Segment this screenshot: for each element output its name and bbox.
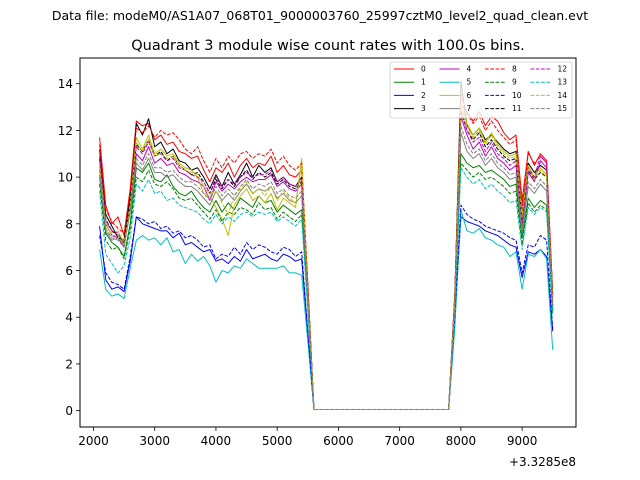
series-line-15 [99, 125, 554, 410]
series-layer [99, 80, 554, 410]
legend-label-10: 10 [512, 91, 522, 100]
y-tick-label: 4 [65, 311, 73, 325]
x-tick-label: 7000 [384, 434, 415, 448]
y-tick-label: 2 [65, 357, 73, 371]
y-tick-label: 6 [65, 264, 73, 278]
legend-label-0: 0 [421, 65, 426, 74]
y-tick-label: 0 [65, 404, 73, 418]
y-tick-label: 8 [65, 217, 73, 231]
x-tick-label: 3000 [139, 434, 170, 448]
legend-label-6: 6 [467, 91, 472, 100]
legend-label-2: 2 [421, 91, 426, 100]
x-tick-label: 6000 [323, 434, 354, 448]
series-line-12 [99, 108, 554, 410]
legend-label-15: 15 [558, 104, 568, 113]
x-tick-label: 4000 [201, 434, 232, 448]
legend-label-4: 4 [467, 65, 472, 74]
legend-label-8: 8 [512, 65, 517, 74]
x-tick-label: 2000 [78, 434, 109, 448]
chart-title: Quadrant 3 module wise count rates with … [131, 38, 525, 54]
legend-label-11: 11 [512, 104, 522, 113]
legend-box [389, 61, 573, 119]
plot-frame [79, 57, 577, 428]
legend-label-13: 13 [558, 78, 568, 87]
legend-label-14: 14 [558, 91, 568, 100]
y-tick-label: 14 [58, 77, 73, 91]
legend-label-5: 5 [467, 78, 472, 87]
y-axis: 0 2 4 6 8 10 12 14 [58, 77, 80, 418]
x-tick-label: 8000 [446, 434, 477, 448]
y-tick-label: 10 [58, 171, 73, 185]
legend-label-3: 3 [421, 104, 426, 113]
series-line-14 [99, 106, 554, 410]
y-tick-label: 12 [58, 124, 73, 138]
x-tick-label: 9000 [507, 434, 538, 448]
x-tick-label: 5000 [262, 434, 293, 448]
legend-label-9: 9 [512, 78, 517, 87]
x-offset-label: +3.3285e8 [509, 455, 576, 469]
suptitle: Data file: modeM0/AS1A07_068T01_90000037… [52, 8, 588, 23]
legend-label-7: 7 [467, 104, 472, 113]
x-axis: 2000 3000 4000 5000 6000 7000 8000 9000 [78, 427, 537, 448]
legend-label-12: 12 [558, 65, 568, 74]
legend-label-1: 1 [421, 78, 426, 87]
